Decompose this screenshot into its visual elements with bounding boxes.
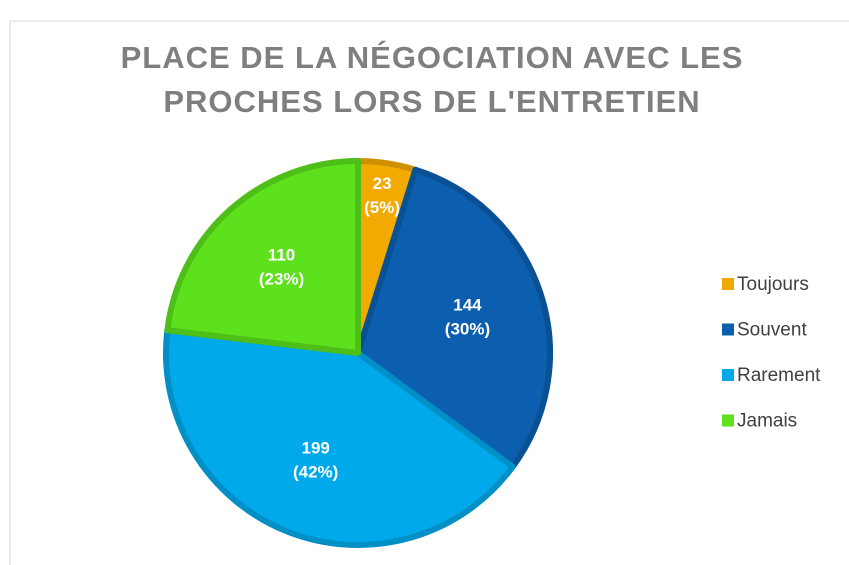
data-label: 144: [453, 296, 482, 315]
pie-slice: [164, 158, 361, 356]
chart-title: PLACE DE LA NÉGOCIATION AVEC LES: [121, 40, 744, 75]
legend-swatch: [722, 323, 734, 336]
data-label: 199: [301, 439, 329, 458]
data-label: (42%): [293, 463, 338, 482]
data-label: 23: [373, 174, 392, 193]
data-label: (30%): [445, 320, 490, 339]
data-label: 110: [268, 245, 295, 264]
legend-label: Toujours: [737, 274, 809, 295]
pie-slice: [355, 166, 553, 470]
legend-swatch: [722, 414, 734, 427]
legend-label: Souvent: [737, 320, 807, 341]
data-label: (23%): [259, 269, 304, 288]
pie-slice: [163, 327, 516, 548]
legend-label: Rarement: [737, 365, 821, 386]
data-label: (5%): [364, 198, 400, 217]
legend-swatch: [722, 278, 734, 290]
legend-swatch: [722, 369, 734, 381]
legend-label: Jamais: [737, 411, 797, 432]
chart-title: PROCHES LORS DE L'ENTRETIEN: [163, 84, 700, 119]
